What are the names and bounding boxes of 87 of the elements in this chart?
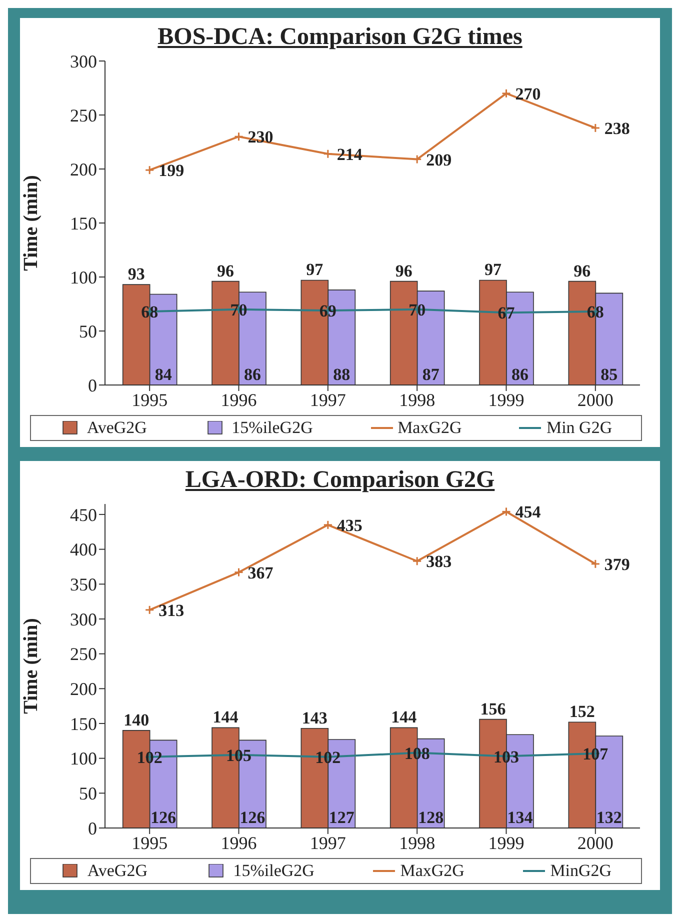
data-label: 270 (515, 84, 541, 104)
data-label: 108 (404, 744, 430, 763)
data-label: 96 (574, 261, 591, 280)
x-tick-label: 1998 (399, 390, 436, 410)
y-tick-label: 0 (88, 375, 97, 396)
chart-title: BOS-DCA: Comparison G2G times (156, 24, 524, 51)
data-label: 67 (498, 304, 516, 323)
y-tick-label: 450 (70, 504, 97, 525)
data-label: 70 (408, 300, 426, 320)
data-label: 103 (494, 747, 519, 766)
y-tick-label: 50 (79, 321, 97, 342)
y-tick-label: 250 (70, 105, 97, 126)
y-tick-label: 150 (70, 714, 97, 734)
x-tick-label: 1998 (399, 832, 436, 853)
data-label: 102 (315, 748, 341, 767)
data-label: 313 (158, 600, 184, 620)
y-tick-label: 50 (79, 784, 97, 804)
data-label: 144 (212, 708, 239, 727)
data-label: 128 (418, 808, 444, 827)
x-tick-label: 1997 (310, 390, 346, 410)
data-label: 107 (582, 744, 609, 764)
data-label: 85 (600, 365, 618, 384)
y-axis-title: Time (min) (20, 618, 42, 714)
data-label: 69 (319, 302, 336, 321)
chart-title: LGA-ORD: Comparison G2G (184, 467, 496, 494)
y-tick-label: 200 (70, 159, 97, 180)
data-label: 383 (426, 552, 452, 572)
data-label: 379 (604, 554, 630, 574)
x-tick-label: 1996 (220, 390, 257, 410)
x-tick-label: 1996 (220, 832, 257, 853)
data-label: 126 (150, 808, 176, 827)
data-label: 96 (217, 261, 234, 280)
data-label: 68 (586, 302, 604, 322)
x-tick-label: 1997 (310, 832, 346, 853)
y-tick-label: 350 (70, 574, 97, 595)
y-tick-label: 0 (88, 818, 97, 838)
y-tick-label: 100 (70, 267, 97, 288)
data-label: 105 (226, 746, 252, 765)
data-label: 127 (328, 808, 355, 827)
y-tick-label: 150 (70, 213, 97, 234)
legend-label: MaxG2G (400, 861, 464, 881)
data-label: 143 (302, 708, 328, 728)
legend-label: MaxG2G (398, 418, 462, 438)
x-tick-label: 1999 (488, 390, 524, 410)
data-label: 97 (306, 260, 324, 280)
legend-label: 15%ileG2G (233, 861, 314, 881)
data-label: 68 (141, 302, 158, 322)
data-label: 126 (240, 808, 266, 827)
data-label: 156 (480, 699, 506, 718)
x-tick-label: 1999 (488, 832, 524, 853)
legend-label: AveG2G (87, 861, 148, 881)
x-tick-label: 2000 (577, 390, 614, 410)
data-label: 209 (426, 150, 452, 170)
data-label: 93 (128, 264, 145, 284)
data-label: 86 (244, 365, 261, 384)
data-label: 435 (336, 516, 362, 535)
legend-label: Min G2G (546, 418, 612, 438)
y-tick-label: 250 (70, 644, 97, 664)
data-label: 97 (484, 260, 502, 280)
data-label: 70 (230, 300, 248, 320)
x-tick-label: 1995 (132, 832, 168, 853)
y-tick-label: 300 (70, 609, 97, 630)
legend-label: AveG2G (86, 418, 147, 438)
data-label: 88 (333, 365, 350, 384)
data-label: 367 (248, 563, 274, 582)
y-axis-title: Time (min) (20, 175, 42, 271)
data-label: 238 (604, 118, 630, 138)
data-label: 152 (569, 702, 595, 722)
data-label: 140 (124, 710, 150, 730)
y-tick-label: 100 (70, 748, 97, 769)
data-label: 199 (158, 161, 184, 180)
data-label: 134 (507, 808, 534, 827)
data-label: 132 (596, 808, 622, 827)
legend-label: 15%ileG2G (232, 418, 313, 438)
data-label: 96 (395, 261, 412, 280)
data-label: 86 (512, 365, 528, 384)
data-label: 87 (422, 365, 440, 384)
data-label: 102 (136, 748, 162, 767)
x-tick-label: 1995 (132, 390, 168, 410)
y-tick-label: 400 (70, 540, 97, 560)
data-label: 84 (154, 365, 172, 384)
x-tick-label: 2000 (577, 832, 614, 853)
y-tick-label: 300 (70, 51, 97, 72)
data-label: 454 (515, 502, 542, 522)
legend-label: MinG2G (550, 861, 612, 881)
y-tick-label: 200 (70, 679, 97, 700)
data-label: 144 (391, 708, 418, 727)
